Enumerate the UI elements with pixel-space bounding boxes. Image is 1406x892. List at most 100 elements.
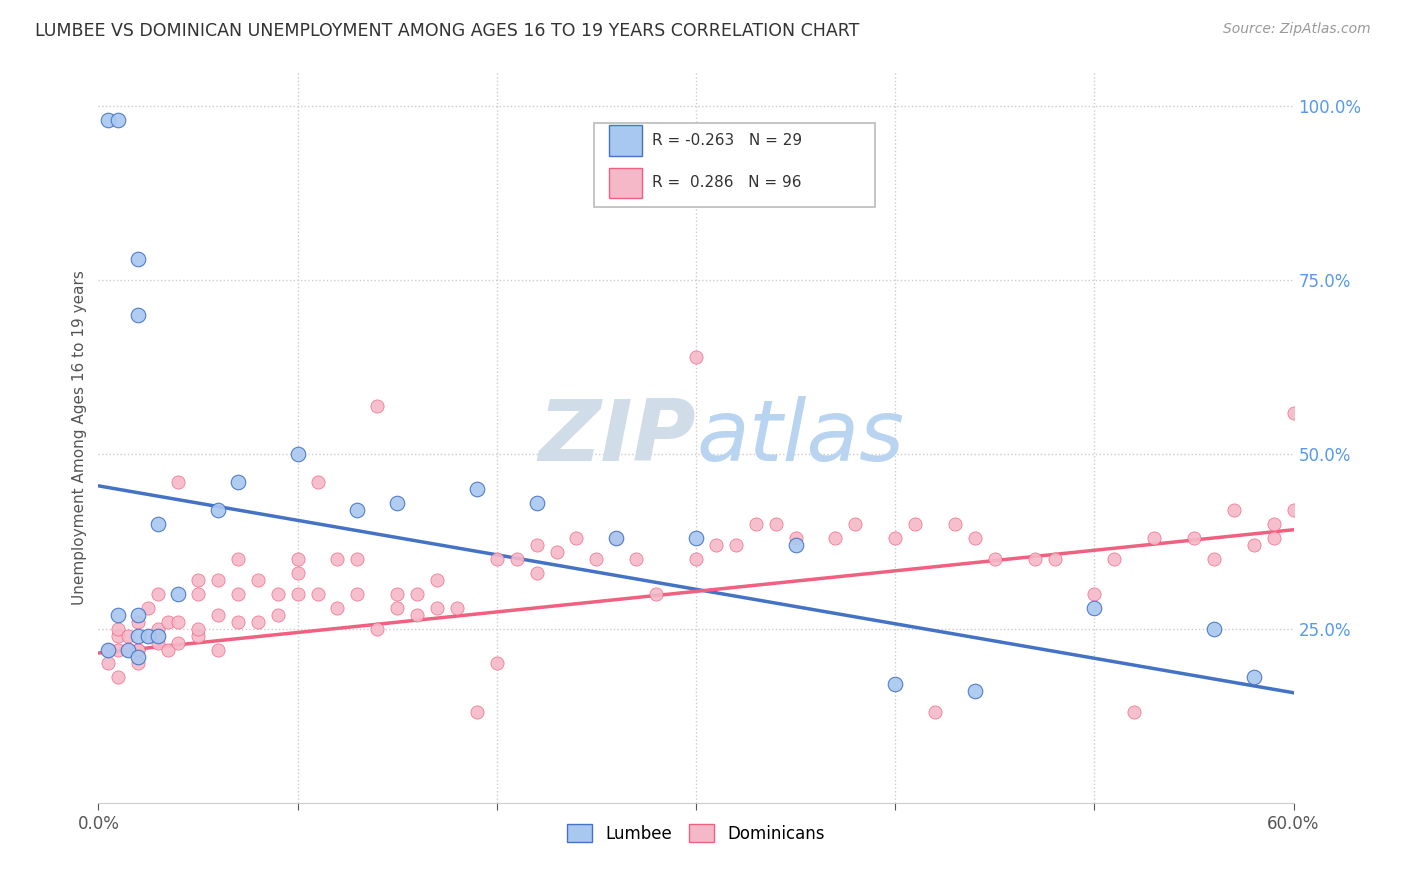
Point (824, 531, 846, 545)
Point (346, 587, 368, 601)
Point (127, 607, 149, 622)
Point (385, 496, 409, 510)
Point (346, 503, 368, 517)
Point (1263, 531, 1285, 545)
Point (963, 531, 986, 545)
Point (148, 629, 170, 643)
Point (136, 629, 159, 643)
Point (1282, 503, 1305, 517)
Point (1243, 538, 1265, 552)
Point (1123, 705, 1146, 719)
Point (187, 629, 209, 643)
Point (287, 587, 309, 601)
Point (465, 483, 488, 497)
Point (1083, 600, 1105, 615)
Point (546, 545, 568, 559)
Point (366, 399, 388, 413)
Point (1143, 531, 1166, 545)
Point (107, 607, 129, 622)
Point (117, 629, 139, 643)
Point (167, 615, 190, 629)
Point (685, 531, 707, 545)
Point (1282, 406, 1305, 420)
Point (426, 600, 449, 615)
Point (385, 587, 409, 601)
Point (97, 642, 120, 657)
Point (605, 531, 627, 545)
Point (148, 629, 170, 643)
Point (107, 629, 129, 643)
Point (1243, 670, 1265, 684)
Point (943, 517, 966, 532)
Point (97, 113, 120, 128)
Point (904, 517, 927, 532)
Text: R =  0.286   N = 96: R = 0.286 N = 96 (652, 176, 801, 190)
Point (267, 607, 290, 622)
Point (785, 538, 807, 552)
Text: Source: ZipAtlas.com: Source: ZipAtlas.com (1223, 22, 1371, 37)
Text: atlas: atlas (696, 395, 904, 479)
Point (117, 642, 139, 657)
Point (117, 642, 139, 657)
Point (148, 622, 170, 636)
Point (187, 573, 209, 587)
Point (645, 587, 668, 601)
Point (127, 629, 149, 643)
Point (526, 566, 548, 580)
Point (307, 587, 329, 601)
Point (884, 677, 907, 691)
Point (724, 538, 747, 552)
Point (127, 657, 149, 671)
Point (385, 600, 409, 615)
Point (107, 670, 129, 684)
Point (127, 308, 149, 322)
Point (1202, 552, 1225, 566)
Point (167, 635, 190, 649)
Point (127, 642, 149, 657)
Point (366, 622, 388, 636)
Point (526, 496, 548, 510)
Point (307, 475, 329, 490)
Point (326, 600, 349, 615)
Point (1223, 503, 1246, 517)
Point (287, 552, 309, 566)
Point (485, 657, 508, 671)
Point (765, 517, 787, 532)
Point (226, 615, 249, 629)
Point (127, 642, 149, 657)
Point (187, 587, 209, 601)
Point (207, 642, 229, 657)
Text: R = -0.263   N = 29: R = -0.263 N = 29 (652, 133, 801, 148)
Point (526, 538, 548, 552)
Point (884, 531, 907, 545)
Text: ZIP: ZIP (538, 395, 696, 479)
Text: LUMBEE VS DOMINICAN UNEMPLOYMENT AMONG AGES 16 TO 19 YEARS CORRELATION CHART: LUMBEE VS DOMINICAN UNEMPLOYMENT AMONG A… (35, 22, 859, 40)
Point (97, 642, 120, 657)
Point (704, 538, 727, 552)
Point (326, 552, 349, 566)
Point (287, 566, 309, 580)
Point (446, 600, 468, 615)
Point (1263, 517, 1285, 532)
Point (984, 552, 1007, 566)
Point (565, 531, 588, 545)
Point (207, 607, 229, 622)
Point (127, 615, 149, 629)
Point (167, 475, 190, 490)
Point (187, 622, 209, 636)
Point (1083, 587, 1105, 601)
Point (346, 552, 368, 566)
Point (107, 642, 129, 657)
Point (148, 517, 170, 532)
Point (246, 615, 269, 629)
Point (148, 635, 170, 649)
Point (844, 517, 866, 532)
Point (685, 552, 707, 566)
Point (107, 622, 129, 636)
Point (246, 573, 269, 587)
FancyBboxPatch shape (609, 126, 643, 156)
Point (585, 552, 607, 566)
Point (148, 587, 170, 601)
Point (107, 113, 129, 128)
Y-axis label: Unemployment Among Ages 16 to 19 years: Unemployment Among Ages 16 to 19 years (72, 269, 87, 605)
